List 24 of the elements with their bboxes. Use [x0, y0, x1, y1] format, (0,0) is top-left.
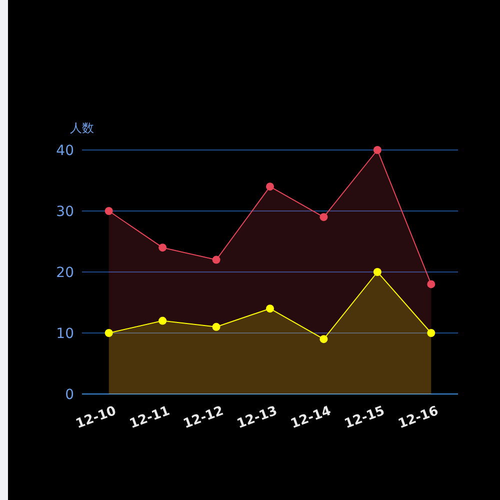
point — [266, 304, 274, 313]
point — [104, 207, 113, 215]
point — [158, 244, 167, 252]
y-tick-label: 10 — [56, 326, 74, 342]
point — [266, 182, 274, 191]
x-tick-label: 12-12 — [181, 404, 226, 432]
point — [373, 268, 382, 276]
x-tick-label: 12-11 — [128, 404, 172, 432]
point — [158, 316, 167, 325]
y-tick-label: 30 — [56, 204, 74, 220]
y-tick-label: 20 — [56, 265, 74, 281]
y-tick-label: 40 — [56, 143, 74, 159]
y-axis-title: 人数 — [70, 121, 94, 135]
point — [212, 322, 220, 331]
point — [373, 146, 382, 154]
y-tick-label: 0 — [65, 387, 74, 403]
x-tick-label: 12-13 — [235, 404, 280, 432]
point — [320, 213, 328, 222]
point — [320, 335, 328, 344]
point — [212, 256, 220, 264]
point — [427, 329, 436, 337]
point — [104, 329, 113, 337]
point — [427, 280, 436, 288]
x-tick-label: 12-10 — [74, 404, 118, 432]
